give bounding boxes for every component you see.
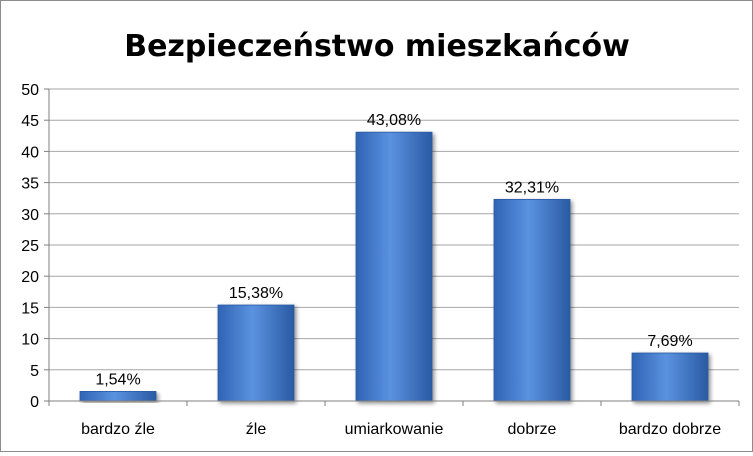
data-label: 15,38% [229,285,283,302]
x-tick-label: umiarkowanie [345,421,444,438]
bar [355,131,433,402]
x-tick-label: źle [246,421,267,438]
y-tick-label: 5 [30,363,39,380]
data-label: 7,69% [647,333,692,350]
bar [79,390,157,402]
bar [493,198,571,402]
x-tick-label: bardzo dobrze [619,421,721,438]
y-tick-label: 15 [21,300,39,317]
y-tick-label: 0 [30,394,39,411]
y-tick-label: 40 [21,144,39,161]
y-tick-label: 45 [21,113,39,130]
data-labels: 1,54% 15,38% 43,08% 32,31% 7,69% [95,112,692,388]
y-tick-label: 35 [21,176,39,193]
chart-title: Bezpieczeństwo mieszkańców [124,29,630,64]
y-tick-label: 20 [21,269,39,286]
bar [217,304,295,402]
y-tick-label: 10 [21,332,39,349]
x-tick-label: bardzo źle [81,421,155,438]
x-tick-label: dobrze [508,421,557,438]
y-tick-label: 25 [21,238,39,255]
data-label: 32,31% [505,179,559,196]
data-label: 1,54% [95,371,140,388]
y-tick-label: 50 [21,82,39,99]
data-label: 43,08% [367,112,421,129]
bar [631,352,709,402]
y-axis: 0 5 10 15 20 25 30 35 40 45 50 [21,82,50,411]
y-tick-label: 30 [21,207,39,224]
bars [79,131,709,402]
x-axis: bardzo źle źle umiarkowanie dobrze bardzo do… [48,400,740,438]
